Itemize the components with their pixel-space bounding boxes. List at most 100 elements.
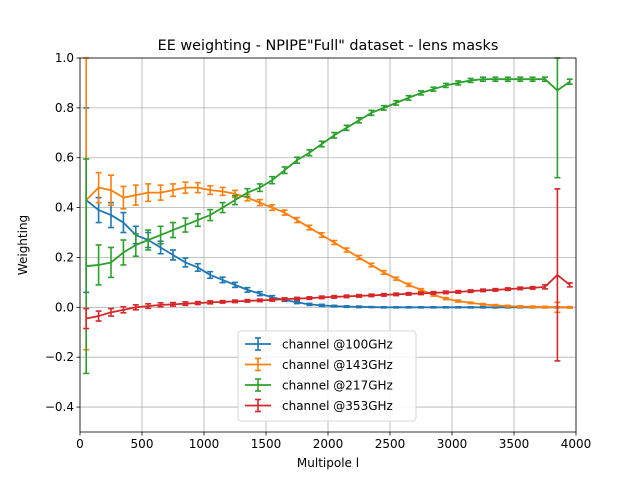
error-bar — [430, 86, 437, 92]
error-bar — [529, 305, 536, 309]
error-bar — [194, 300, 201, 306]
y-tick-label: −0.4 — [45, 400, 74, 414]
error-bar — [504, 76, 511, 82]
error-bar — [318, 303, 325, 308]
error-bar — [442, 296, 449, 301]
error-bar — [182, 301, 189, 307]
error-bar — [294, 296, 300, 301]
error-bar — [542, 76, 548, 82]
y-axis-label: Weighting — [16, 215, 30, 275]
y-tick-label: 0.8 — [55, 101, 74, 115]
error-bar — [219, 201, 226, 214]
error-bar — [244, 298, 251, 303]
error-bar — [108, 246, 114, 279]
error-bar — [529, 285, 536, 290]
error-bar — [380, 306, 387, 309]
error-bar — [306, 296, 313, 301]
error-bar — [108, 307, 114, 317]
error-bar — [442, 306, 449, 309]
error-bar — [467, 306, 474, 309]
error-bar — [219, 186, 226, 197]
error-bar — [343, 305, 350, 309]
error-bar — [480, 306, 486, 309]
error-bar — [430, 290, 437, 295]
error-bar — [306, 148, 313, 157]
error-bar — [269, 297, 276, 302]
error-bar — [405, 94, 412, 101]
legend-item: channel @353GHz — [245, 398, 393, 413]
error-bar — [182, 217, 189, 233]
error-bar — [294, 156, 300, 165]
error-bar — [356, 305, 362, 309]
error-bar — [281, 166, 288, 175]
error-bar — [157, 184, 164, 201]
error-bar — [343, 124, 350, 132]
x-tick-label: 2500 — [375, 437, 406, 451]
error-bar — [318, 140, 325, 148]
error-bar — [356, 293, 362, 298]
error-bar — [492, 306, 499, 309]
error-bar — [83, 307, 90, 330]
y-tick-label: −0.2 — [45, 350, 74, 364]
error-bar — [306, 302, 313, 307]
error-bar — [343, 294, 350, 299]
error-bar — [318, 231, 325, 239]
error-bar — [418, 287, 424, 292]
error-bar — [566, 305, 573, 309]
error-bar — [356, 254, 362, 261]
y-tick-label: 1.0 — [55, 51, 74, 65]
x-tick-label: 0 — [76, 437, 84, 451]
error-bar — [356, 117, 362, 124]
y-tick-label: 0.2 — [55, 250, 74, 264]
error-bar — [132, 304, 139, 311]
error-bar — [157, 302, 164, 308]
error-bar — [467, 289, 474, 294]
legend-label: channel @353GHz — [282, 399, 393, 413]
error-bar — [269, 175, 276, 185]
y-tick-label: 0.4 — [55, 201, 74, 215]
error-bar — [480, 302, 486, 306]
error-bar — [219, 276, 226, 284]
x-tick-label: 4000 — [561, 437, 592, 451]
error-bar — [244, 286, 251, 293]
error-bar — [418, 306, 424, 309]
error-bar — [182, 181, 189, 194]
error-bar — [467, 301, 474, 305]
error-bar — [368, 293, 375, 298]
error-bar — [368, 262, 375, 268]
error-bar — [108, 174, 114, 206]
legend-item: channel @143GHz — [245, 357, 393, 372]
error-bar — [281, 297, 288, 302]
error-bar — [232, 299, 238, 304]
legend-label: channel @100GHz — [282, 338, 393, 352]
error-bar — [455, 289, 462, 294]
error-bar — [120, 211, 127, 234]
error-bar — [566, 78, 573, 85]
error-bar — [145, 183, 152, 203]
error-bar — [281, 209, 288, 216]
error-bar — [207, 300, 214, 305]
x-tick-label: 1000 — [189, 437, 220, 451]
error-bar — [542, 305, 548, 309]
error-bar — [207, 208, 214, 222]
error-bar — [380, 269, 387, 275]
error-bar — [504, 304, 511, 308]
error-bar — [232, 194, 238, 206]
error-bar — [492, 303, 499, 307]
error-bar — [194, 262, 201, 272]
error-bar — [83, 158, 90, 375]
error-bar — [442, 82, 449, 89]
error-bar — [480, 76, 486, 82]
error-bar — [467, 77, 474, 84]
error-bar — [554, 188, 561, 362]
error-bar — [331, 239, 338, 246]
error-bar — [331, 304, 338, 308]
series-line — [85, 199, 570, 309]
error-bar — [492, 287, 499, 292]
x-tick-label: 3500 — [499, 437, 530, 451]
error-bar — [517, 305, 524, 309]
error-bar — [95, 171, 102, 204]
error-bar — [120, 306, 127, 314]
x-tick-label: 3000 — [437, 437, 468, 451]
